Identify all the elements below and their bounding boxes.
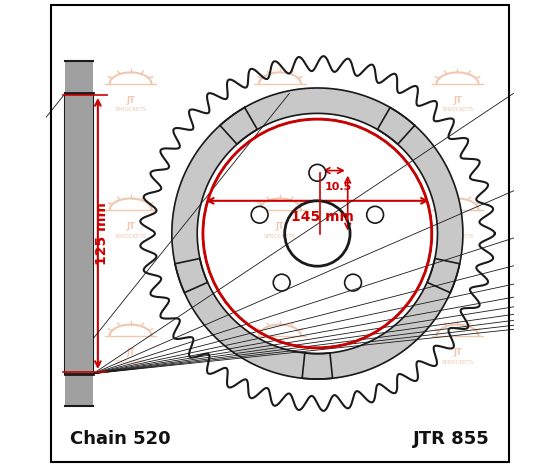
Polygon shape: [175, 258, 333, 379]
Circle shape: [273, 274, 290, 291]
Text: SPROCKETS: SPROCKETS: [441, 360, 474, 365]
Text: JT: JT: [126, 348, 135, 357]
FancyBboxPatch shape: [65, 61, 93, 406]
Text: Chain 520: Chain 520: [70, 430, 170, 448]
Polygon shape: [172, 107, 257, 293]
Text: 10.5: 10.5: [325, 182, 352, 192]
Text: SPROCKETS: SPROCKETS: [114, 107, 147, 113]
Text: JT: JT: [453, 96, 462, 105]
Text: JT: JT: [276, 222, 284, 231]
Text: SPROCKETS: SPROCKETS: [441, 107, 474, 113]
Text: 145 mm: 145 mm: [291, 210, 353, 224]
Text: SPROCKETS: SPROCKETS: [264, 234, 296, 239]
Text: JT: JT: [453, 348, 462, 357]
Circle shape: [367, 206, 384, 223]
Text: JT: JT: [126, 222, 135, 231]
Text: SPROCKETS: SPROCKETS: [441, 234, 474, 239]
Text: SPROCKETS: SPROCKETS: [114, 360, 147, 365]
Text: 125 mm: 125 mm: [95, 202, 109, 265]
Text: JT: JT: [453, 222, 462, 231]
Text: SPROCKETS: SPROCKETS: [264, 107, 296, 113]
Circle shape: [251, 206, 268, 223]
Circle shape: [309, 164, 326, 181]
Text: JT: JT: [276, 96, 284, 105]
Text: JT: JT: [126, 96, 135, 105]
Polygon shape: [377, 107, 463, 293]
Text: JT: JT: [276, 348, 284, 357]
Polygon shape: [220, 88, 415, 144]
Text: SPROCKETS: SPROCKETS: [264, 360, 296, 365]
Text: SPROCKETS: SPROCKETS: [114, 234, 147, 239]
Text: JTR 855: JTR 855: [413, 430, 490, 448]
Polygon shape: [302, 258, 460, 379]
FancyBboxPatch shape: [65, 93, 93, 374]
Circle shape: [344, 274, 361, 291]
